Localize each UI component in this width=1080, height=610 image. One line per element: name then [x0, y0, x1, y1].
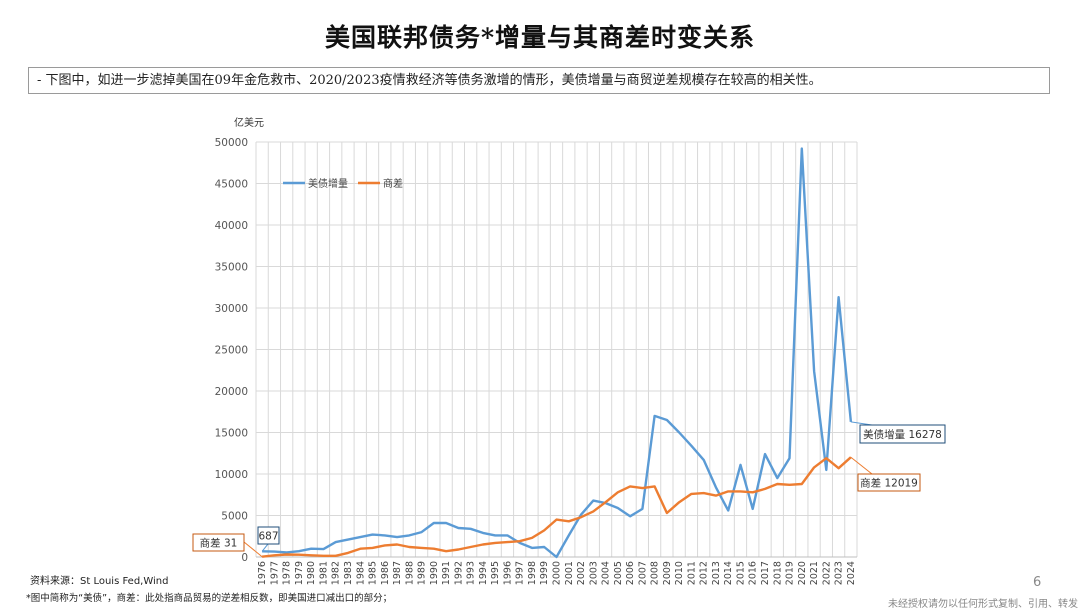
callout-debt-start-text: 687: [258, 531, 278, 543]
x-tick-label: 2011: [686, 561, 697, 585]
callout-debt-end-box: [859, 424, 946, 444]
x-tick-label: 1981: [318, 561, 329, 585]
y-tick-label: 5000: [221, 511, 248, 523]
x-tick-label: 1998: [527, 561, 538, 585]
callout-trade-end-box: [857, 473, 921, 492]
y-tick-label: 50000: [215, 137, 248, 149]
x-tick-label: 1985: [368, 561, 379, 585]
x-tick-label: 2006: [625, 561, 636, 585]
y-tick-label: 40000: [215, 220, 248, 232]
page-title: 美国联邦债务*增量与其商差时变关系: [324, 23, 756, 52]
y-tick-label: 20000: [215, 386, 248, 398]
x-tick-label: 1978: [282, 561, 293, 585]
x-tick-label: 2008: [650, 561, 661, 585]
source-note: 资料来源：St Louis Fed,Wind: [30, 576, 169, 587]
x-tick-label: 2017: [760, 561, 771, 585]
x-tick-label: 2010: [674, 561, 685, 585]
y-tick-label: 25000: [215, 345, 248, 357]
callout-trade-end-text: 商差 12019: [860, 477, 918, 490]
x-tick-label: 2020: [797, 561, 808, 585]
y-tick-label: 0: [241, 552, 248, 564]
note-box: - 下图中，如进一步滤掉美国在09年金危救市、2020/2023疫情救经济等债务…: [28, 67, 1050, 94]
series-lines: [261, 147, 853, 559]
series-line-debt-increment: [262, 147, 853, 559]
legend-label: 商差: [383, 177, 403, 190]
x-tick-label: 1994: [478, 561, 489, 585]
x-tick-label: 2004: [601, 561, 612, 585]
y-tick-label: 15000: [215, 428, 248, 440]
y-tick-label: 10000: [215, 469, 248, 481]
x-tick-label: 1999: [539, 561, 550, 585]
x-tick-label: 1996: [502, 561, 513, 585]
x-tick-label: 2005: [613, 561, 624, 585]
y-tick-label: 30000: [215, 303, 248, 315]
callout-trade-start-box: [192, 533, 245, 552]
x-tick-label: 2003: [588, 561, 599, 585]
callout-leader: [850, 456, 873, 475]
callout-debt-start: 687: [257, 526, 280, 545]
callout-trade-start: 商差 31: [192, 533, 245, 552]
x-tick-label: 2021: [809, 561, 820, 585]
x-axis-ticks: 1976 1977 1978 1979 1980 1981 1982 1983 1984 1985…: [257, 561, 857, 585]
x-tick-label: 1993: [466, 561, 477, 585]
chart-grid: [255, 141, 858, 558]
x-tick-label: 2019: [785, 561, 796, 585]
x-tick-label: 1995: [490, 561, 501, 585]
page-number: 6: [1033, 575, 1042, 590]
series-line-trade-deficit: [261, 456, 852, 558]
callout-debt-end-text: 美债增量 16278: [863, 428, 942, 441]
callout-leader: [243, 541, 263, 558]
x-tick-label: 2014: [723, 561, 734, 585]
callout-debt-end: 美债增量 16278: [859, 424, 946, 444]
x-tick-label: 1987: [392, 561, 403, 585]
x-tick-label: 1976: [257, 561, 268, 585]
x-tick-label: 1979: [294, 561, 305, 585]
chart-legend: 美债增量 商差: [283, 177, 403, 190]
footnote: *图中简称为“美债”，商差：此处指商品贸易的逆差相反数，即美国进口减出口的部分；: [26, 593, 393, 604]
x-tick-label: 1991: [441, 561, 452, 585]
y-tick-label: 45000: [215, 179, 248, 191]
callout-debt-start-box: [257, 526, 280, 545]
callout-trade-start-text: 商差 31: [200, 537, 238, 550]
x-tick-label: 1984: [355, 561, 366, 585]
x-tick-label: 1988: [404, 561, 415, 585]
x-tick-label: 2013: [711, 561, 722, 585]
x-tick-label: 1983: [343, 561, 354, 585]
y-axis-unit-label: 亿美元: [234, 118, 264, 129]
callout-leader: [850, 421, 873, 426]
x-tick-label: 2015: [735, 561, 746, 585]
x-tick-label: 2018: [772, 561, 783, 585]
chart-callouts: 美债增量 16278 商差 12019 687 商差 31: [192, 421, 946, 558]
x-tick-label: 1982: [331, 561, 342, 585]
x-tick-label: 2023: [834, 561, 845, 585]
copyright-notice: 未经授权请勿以任何形式复制、引用、转发: [888, 599, 1078, 610]
y-axis-ticks: 0 5000 10000 15000 20000 25000 30000 35000 40000…: [215, 137, 248, 564]
x-tick-label: 1977: [269, 561, 280, 585]
x-tick-label: 1997: [515, 561, 526, 585]
x-tick-label: 1992: [453, 561, 464, 585]
x-tick-label: 2016: [748, 561, 759, 585]
x-tick-label: 1980: [306, 561, 317, 585]
x-tick-label: 1990: [429, 561, 440, 585]
x-tick-label: 2007: [637, 561, 648, 585]
x-tick-label: 2000: [552, 561, 563, 585]
x-tick-label: 2024: [846, 561, 857, 585]
x-tick-label: 2022: [821, 561, 832, 585]
x-tick-label: 1986: [380, 561, 391, 585]
y-tick-label: 35000: [215, 262, 248, 274]
x-tick-label: 1989: [417, 561, 428, 585]
x-tick-label: 2009: [662, 561, 673, 585]
x-tick-label: 2001: [564, 561, 575, 585]
x-tick-label: 2012: [699, 561, 710, 585]
callout-leader: [261, 543, 269, 552]
callout-trade-end: 商差 12019: [857, 473, 921, 492]
x-tick-label: 2002: [576, 561, 587, 585]
legend-label: 美债增量: [308, 177, 348, 190]
